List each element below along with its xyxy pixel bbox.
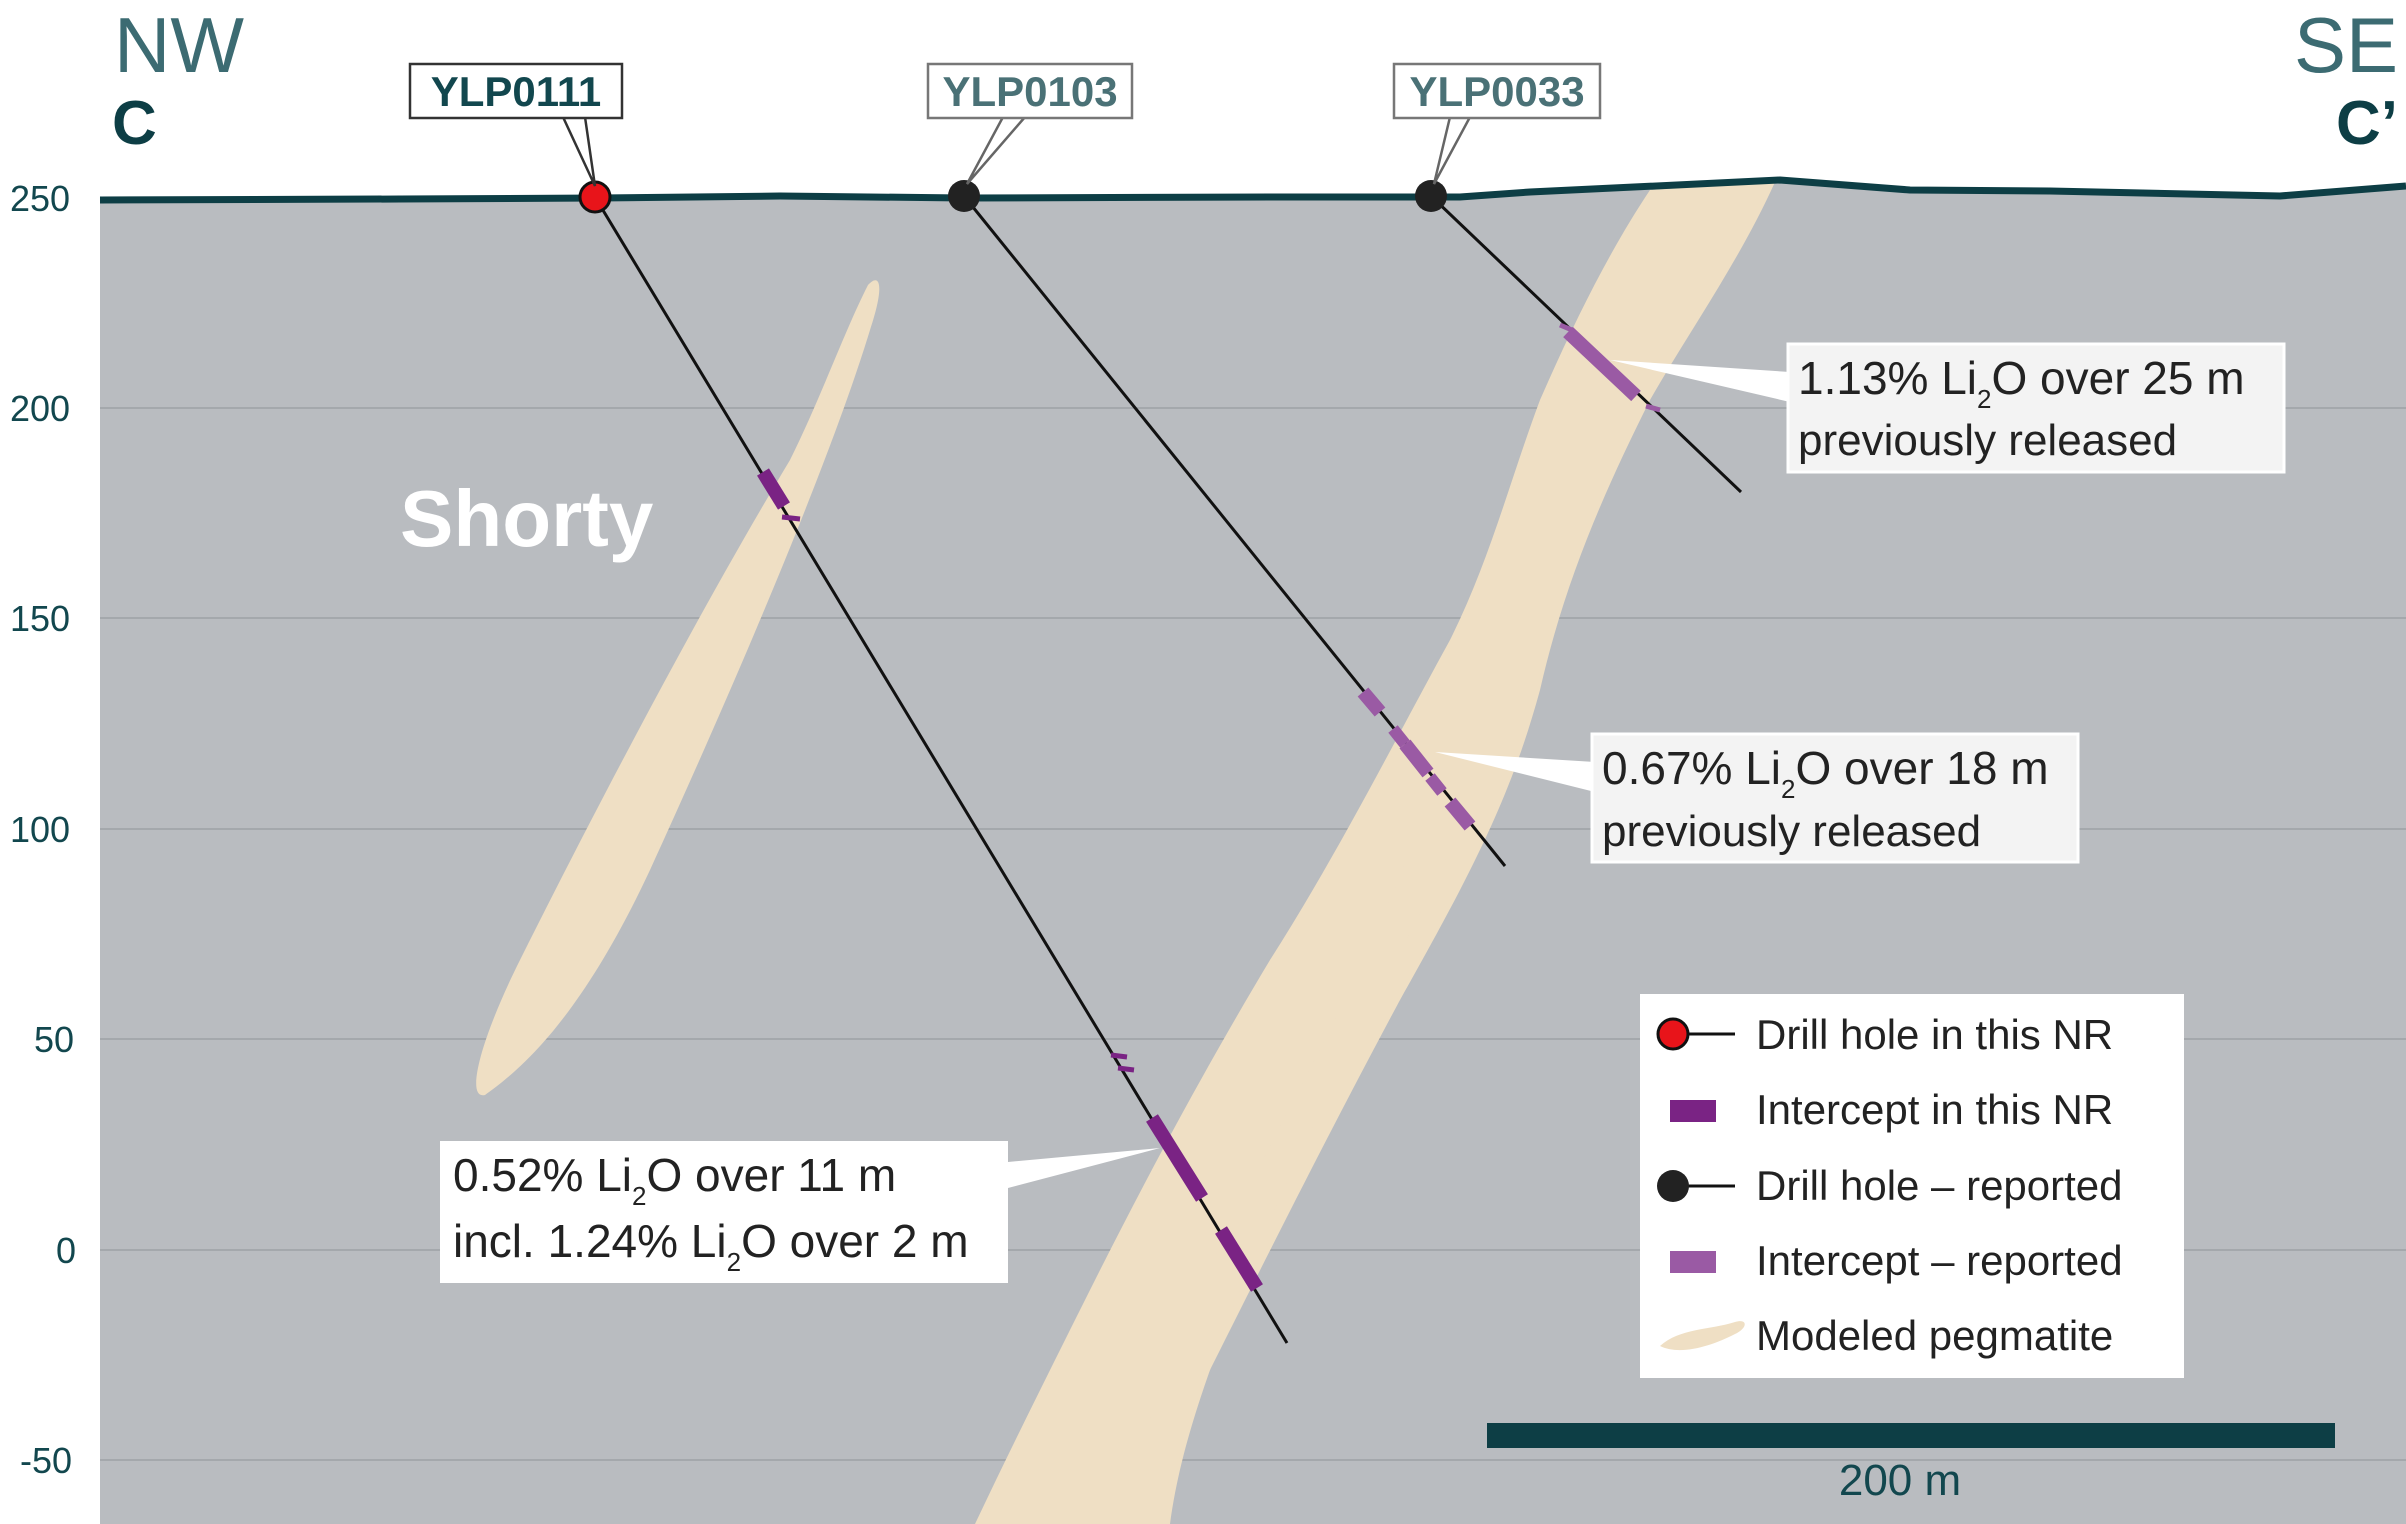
intercept-new-ylp0111-main — [1146, 1114, 1208, 1202]
tick-label-100: 100 — [10, 809, 70, 850]
callout-pointer-ylp0111 — [1008, 1148, 1160, 1188]
legend-label-pegmatite: Modeled pegmatite — [1756, 1312, 2113, 1359]
tick-label-250: 250 — [10, 178, 70, 219]
hole-label-box-ylp0033 — [1392, 62, 1602, 120]
tick-label-50: 50 — [34, 1019, 74, 1060]
elevation-axis: 250 200 150 100 50 0 -50 — [10, 178, 76, 1481]
tick-label-0: 0 — [56, 1230, 76, 1271]
hole-label-ylp0103: YLP0103 — [942, 68, 1117, 115]
assay-callouts: 1.13% Li2O over 25 m previously released… — [440, 342, 2286, 1283]
callout-text-ylp0033-line1: 1.13% Li2O over 25 m — [1798, 352, 2245, 414]
callout-box-ylp0111 — [440, 1141, 1008, 1283]
collar-ylp0111-icon — [578, 180, 612, 214]
section-label-c-prime: C’ — [2336, 89, 2398, 158]
intercept-reported-ylp0033-tick — [1559, 322, 1573, 333]
legend-label-new-hole: Drill hole in this NR — [1756, 1011, 2113, 1058]
direction-label-se: SE — [2294, 1, 2398, 89]
callout-text-ylp0111-line1: 0.52% Li2O over 11 m — [453, 1149, 896, 1211]
intercept-new-ylp0111-tick — [781, 514, 801, 522]
intercept-reported-ylp0033-main — [1563, 326, 1641, 402]
scale-bar-label: 200 m — [1839, 1456, 1961, 1505]
tick-label-200: 200 — [10, 388, 70, 429]
scale-bar: 200 m — [1487, 1423, 2335, 1505]
intercept-reported-ylp0033-tick-2 — [1645, 403, 1661, 413]
callout-box-ylp0103 — [1590, 732, 2080, 864]
callout-text-ylp0111-line2: incl. 1.24% Li2O over 2 m — [453, 1215, 969, 1277]
legend-label-reported-hole: Drill hole – reported — [1756, 1162, 2123, 1209]
intercept-reported-ylp0103-a — [1357, 687, 1386, 717]
callout-text-ylp0103-line1: 0.67% Li2O over 18 m — [1602, 742, 2049, 804]
legend-new-hole-icon — [1656, 1017, 1690, 1051]
callout-box-ylp0033 — [1786, 342, 2286, 474]
callout-text-ylp0103-line2: previously released — [1602, 807, 1981, 856]
legend-new-intercept-icon — [1670, 1100, 1716, 1122]
hole-label-box-ylp0111 — [408, 62, 624, 120]
callout-pointer-ylp0103 — [1435, 752, 1595, 792]
intercept-new-ylp0111-tick-2 — [1110, 1052, 1128, 1060]
legend-reported-intercept-icon — [1670, 1251, 1716, 1273]
hole-label-ylp0033: YLP0033 — [1409, 68, 1584, 115]
section-label-c: C — [112, 89, 157, 158]
tick-label-minus-50: -50 — [20, 1440, 72, 1481]
intercept-new-ylp0111-lower — [1215, 1226, 1263, 1292]
legend-reported-hole-icon — [1657, 1170, 1689, 1202]
callout-text-ylp0033-line2: previously released — [1798, 416, 2177, 465]
hole-id-labels: YLP0111 YLP0103 YLP0033 — [408, 62, 1602, 187]
hole-label-leader-ylp0033 — [1432, 116, 1472, 185]
hole-label-ylp0111: YLP0111 — [431, 68, 601, 115]
legend: Drill hole in this NR Intercept in this … — [1640, 994, 2184, 1378]
collar-ylp0103-icon — [948, 180, 980, 212]
hole-label-leader-ylp0103 — [965, 116, 1026, 185]
collar-ylp0033-icon — [1415, 180, 1447, 212]
scale-bar-rect — [1487, 1423, 2335, 1448]
intercepts — [757, 322, 1661, 1292]
drill-collars — [578, 180, 1447, 214]
legend-label-new-intercept: Intercept in this NR — [1756, 1086, 2113, 1133]
intercept-reported-ylp0103-d — [1425, 773, 1447, 796]
hole-label-box-ylp0103 — [926, 62, 1134, 120]
intercept-reported-ylp0103-c — [1399, 739, 1434, 778]
legend-label-reported-intercept: Intercept – reported — [1756, 1237, 2123, 1284]
pegmatite-main-dyke — [975, 182, 1775, 1524]
legend-pegmatite-icon — [1660, 1321, 1745, 1351]
pegmatite-lens-lower — [1130, 728, 1478, 1524]
intercept-new-ylp0111-tick-3 — [1117, 1065, 1135, 1073]
intercept-reported-ylp0103-b — [1388, 725, 1410, 748]
direction-label-nw: NW — [114, 1, 244, 89]
hole-label-leader-ylp0111 — [561, 116, 597, 187]
intercept-reported-ylp0103-e — [1444, 797, 1476, 831]
intercept-new-ylp0111-upper — [757, 468, 790, 510]
shorty-label: Shorty — [400, 474, 654, 563]
tick-label-150: 150 — [10, 598, 70, 639]
callout-pointer-ylp0033 — [1610, 360, 1790, 402]
